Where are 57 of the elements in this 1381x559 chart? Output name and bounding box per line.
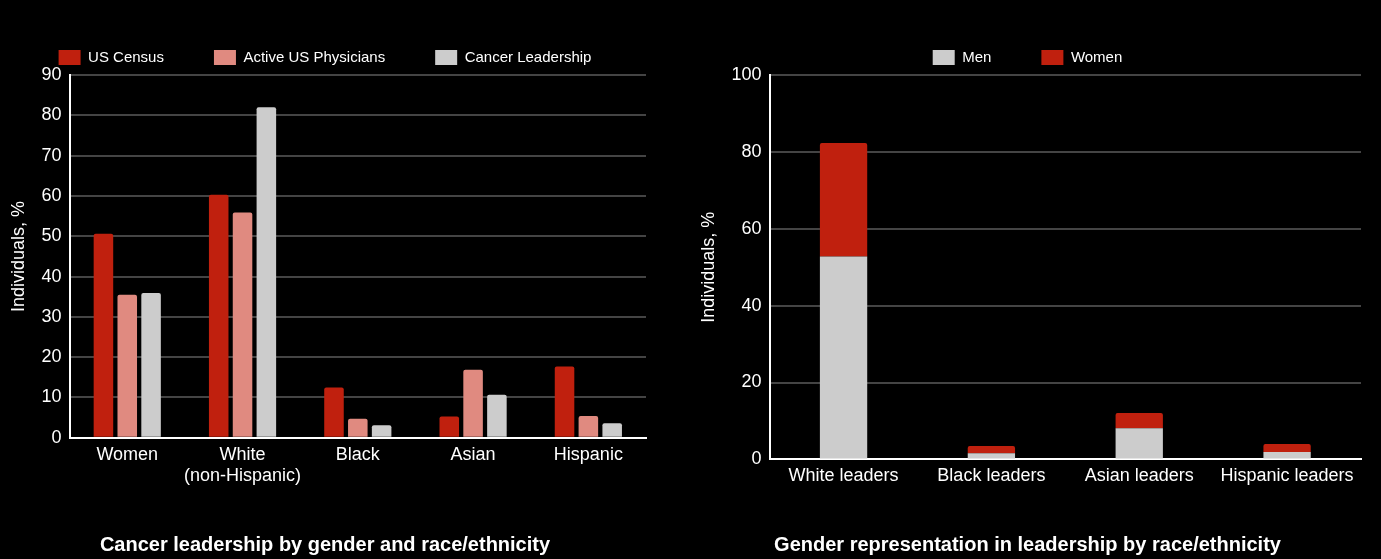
y-tick-label: 40	[41, 265, 62, 286]
bar	[463, 369, 483, 437]
y-tick-label: 0	[51, 426, 62, 447]
y-tick-label: 30	[41, 305, 62, 326]
bar	[1263, 444, 1311, 453]
x-tick-label: White (non-Hispanic)	[184, 443, 302, 486]
x-tick-label: Asian	[450, 443, 496, 464]
y-tick-label: 60	[41, 184, 62, 205]
y-tick-label: 50	[41, 225, 62, 246]
bar	[602, 423, 622, 437]
y-tick-label: 100	[731, 63, 762, 84]
x-tick-label: Asian leaders	[1084, 465, 1194, 486]
y-tick-label: 70	[41, 144, 62, 165]
bar	[967, 453, 1016, 459]
y-tick-label: 60	[741, 217, 762, 238]
y-axis-title: Individuals, %	[697, 211, 718, 323]
bar	[554, 366, 575, 437]
x-tick-label: Women	[96, 443, 159, 464]
bar	[819, 143, 868, 257]
y-tick-label: 40	[741, 294, 762, 315]
y-tick-label: 0	[751, 448, 762, 469]
x-tick-label: Hispanic leaders	[1220, 465, 1354, 486]
y-tick-label: 10	[41, 386, 62, 407]
y-tick-label: 20	[41, 346, 62, 367]
bar	[371, 425, 392, 437]
bar	[1115, 412, 1163, 429]
legend-label: Women	[1070, 47, 1123, 65]
bar	[256, 107, 277, 437]
bar	[1115, 428, 1163, 459]
bar	[967, 445, 1016, 454]
bar	[819, 256, 868, 459]
y-tick-label: 80	[41, 104, 62, 125]
legend-label: Men	[962, 47, 992, 65]
y-axis-title: Individuals, %	[7, 200, 28, 312]
x-tick-label: Black leaders	[937, 465, 1046, 486]
y-tick-label: 20	[741, 371, 762, 392]
x-tick-label: Black	[335, 443, 381, 464]
bar	[487, 394, 507, 437]
bar	[93, 233, 114, 437]
x-tick-label: Hispanic	[553, 443, 623, 464]
bar	[578, 416, 599, 437]
legend-label: Active US Physicians	[243, 47, 386, 65]
bar	[439, 416, 460, 437]
y-tick-label: 90	[41, 63, 62, 84]
legend-label: Cancer Leadership	[464, 47, 592, 65]
x-tick-label: White leaders	[788, 465, 899, 486]
legend-label: US Census	[88, 47, 164, 65]
bar	[232, 212, 253, 437]
y-tick-label: 80	[741, 140, 762, 161]
bar	[141, 293, 161, 437]
bar	[1263, 452, 1311, 459]
bar	[208, 194, 229, 437]
text: Cancer leadership by gender and race/ethnicity	[99, 532, 551, 555]
text: Gender representation in leadership by race/ethnicity	[774, 532, 1282, 555]
bar	[324, 387, 344, 437]
bar	[117, 294, 138, 437]
bar	[348, 418, 368, 437]
